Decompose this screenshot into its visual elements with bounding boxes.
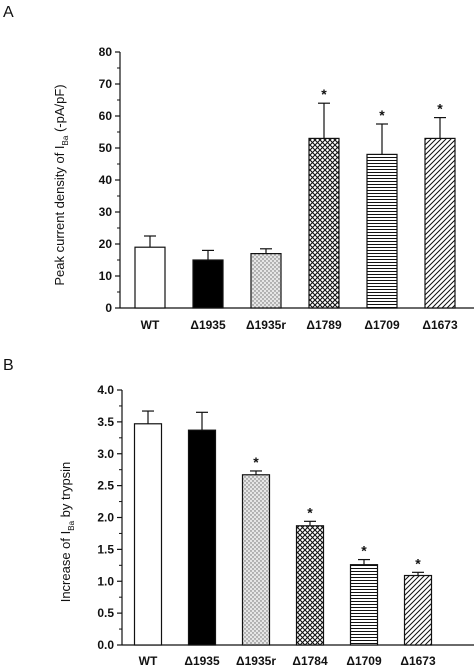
panel-b-significance-star: * [253, 454, 259, 470]
panel-b-category-label: Δ1784 [292, 654, 328, 668]
panel-b-category-label: Δ1709 [346, 654, 382, 668]
panel-b-bar-6 [403, 574, 433, 646]
panel-b-bar-2 [187, 429, 217, 646]
panel-b-y-tick-label: 2.5 [97, 479, 114, 493]
panel-b-bar-5 [349, 564, 379, 646]
panel-a-y-tick-label: 60 [99, 109, 113, 123]
panel-b-bar-4 [295, 525, 325, 646]
panel-a-bar-1 [134, 246, 166, 309]
panel-a-category-label: Δ1673 [422, 318, 458, 332]
panel-a-y-tick-label: 0 [105, 301, 112, 315]
panel-b-y-axis-label: Increase of IBa by trypsin [58, 462, 76, 603]
panel-b-y-tick-label: 0.0 [97, 638, 114, 652]
panel-a-category-label: WT [141, 318, 160, 332]
panel-a-y-tick-label: 70 [99, 77, 113, 91]
panel-a-significance-star: * [321, 86, 327, 102]
panel-a-significance-star: * [437, 101, 443, 117]
panel-a-bar-5 [366, 153, 398, 309]
panel-a-y-axis-label: Peak current density of IBa (-pA/pF) [52, 84, 70, 285]
panel-b-category-label: Δ1935 [184, 654, 220, 668]
panel-a-y-tick-label: 20 [99, 237, 113, 251]
panel-b-y-tick-label: 4.0 [97, 383, 114, 397]
panel-a-y-tick-label: 30 [99, 205, 113, 219]
panel-b-significance-star: * [415, 555, 421, 571]
panel-a-bar-2 [192, 259, 224, 309]
panel-a: A Peak current density of IBa (-pA/pF) 0… [3, 4, 474, 332]
panel-b: B Increase of IBa by trypsin 0.0 0.5 1.0 1.… [3, 357, 474, 668]
panel-a-letter: A [3, 4, 14, 21]
panel-b-letter: B [3, 357, 14, 374]
panel-a-significance-star: * [379, 107, 385, 123]
panel-a-y-tick-label: 10 [99, 269, 113, 283]
panel-b-y-tick-label: 2.0 [97, 511, 114, 525]
panel-b-y-tick-label: 3.0 [97, 447, 114, 461]
panel-a-category-label: Δ1709 [364, 318, 400, 332]
panel-b-significance-star: * [307, 504, 313, 520]
panel-a-bar-3 [250, 253, 282, 309]
panel-b-y-tick-label: 3.5 [97, 415, 114, 429]
panel-b-y-tick-label: 0.5 [97, 606, 114, 620]
panel-b-bar-1 [133, 423, 163, 646]
panel-a-y-tick-label: 40 [99, 173, 113, 187]
panel-a-y-tick-label: 50 [99, 141, 113, 155]
panel-b-y-tick-label: 1.0 [97, 574, 114, 588]
panel-b-plot-area: 0.0 0.5 1.0 1.5 2.0 2.5 3.0 3.5 4.0 WT Δ1935 * Δ1935… [97, 383, 474, 668]
panel-a-plot-area: 0 10 20 30 40 50 60 70 80 WT Δ1935 Δ1935r * Δ1789 * Δ17… [99, 45, 474, 332]
panel-a-y-tick-label: 80 [99, 45, 113, 59]
panel-a-bar-6 [424, 137, 456, 309]
panel-a-bar-4 [308, 137, 340, 309]
panel-a-category-label: Δ1935r [246, 318, 286, 332]
panel-a-category-label: Δ1789 [306, 318, 342, 332]
panel-b-bar-3 [241, 474, 271, 646]
panel-b-category-label: WT [139, 654, 158, 668]
panel-b-y-tick-label: 1.5 [97, 542, 114, 556]
panel-a-category-label: Δ1935 [190, 318, 226, 332]
panel-b-category-label: Δ1935r [236, 654, 276, 668]
panel-b-category-label: Δ1673 [400, 654, 436, 668]
panel-b-significance-star: * [361, 543, 367, 559]
